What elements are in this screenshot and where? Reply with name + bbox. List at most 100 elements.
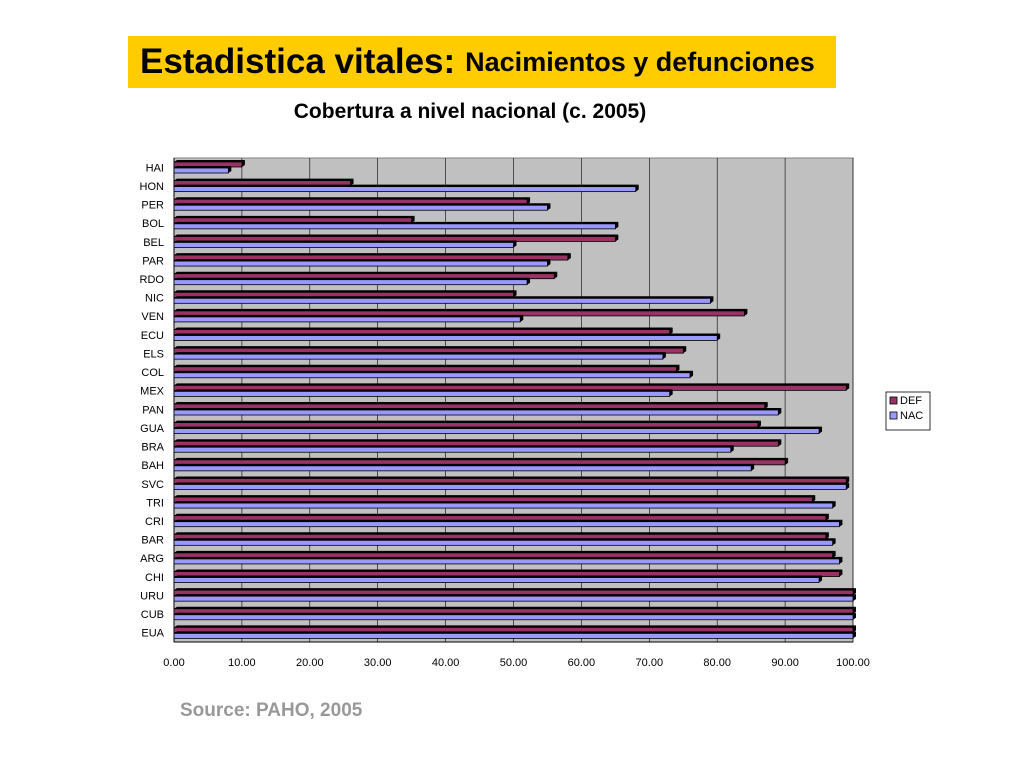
bar-side — [846, 482, 850, 490]
bar-side — [853, 594, 856, 602]
bar-shadow — [174, 463, 755, 466]
bar-nac-cri — [173, 521, 840, 528]
bar-shadow — [174, 234, 619, 237]
bar-nac-bah — [173, 465, 752, 472]
bar-nac-hai — [173, 167, 229, 174]
bar-side — [350, 178, 354, 186]
bar-shadow — [174, 290, 517, 293]
bar-shadow — [174, 253, 571, 256]
bar-shadow — [174, 240, 517, 243]
bar-side — [615, 221, 619, 229]
tick-label: 100.00 — [836, 657, 870, 669]
bar-nac-nic — [173, 297, 711, 304]
bar-nac-svc — [173, 484, 847, 490]
category-label: COL — [141, 367, 164, 379]
bar-shadow — [174, 259, 551, 262]
category-label: HON — [140, 181, 165, 193]
category-label: URU — [140, 590, 164, 602]
bar-shadow — [174, 370, 694, 373]
tick-label: 70.00 — [636, 657, 664, 669]
bar-side — [757, 420, 761, 428]
bar-shadow — [174, 333, 721, 336]
bar-shadow — [174, 550, 836, 553]
bar-side — [839, 556, 843, 564]
tick-label: 90.00 — [771, 657, 799, 669]
category-label: ARG — [140, 553, 164, 565]
bar-shadow — [174, 346, 687, 349]
category-label: ELS — [143, 348, 164, 360]
bar-shadow — [174, 476, 850, 479]
category-label: PER — [141, 200, 164, 212]
bar-shadow — [174, 314, 524, 317]
tick-label: 0.00 — [163, 657, 184, 669]
bar-side — [853, 606, 856, 614]
bar-side — [228, 166, 232, 173]
category-label: EUA — [141, 628, 164, 640]
bar-nac-par — [173, 260, 548, 267]
bar-nac-els — [173, 353, 664, 360]
page-subtitle: Nacimientos y defunciones — [465, 46, 815, 77]
bar-nac-ecu — [173, 335, 718, 341]
bar-shadow — [174, 426, 823, 429]
bar-shadow — [174, 402, 768, 404]
bars — [173, 160, 856, 639]
bar-side — [819, 575, 823, 583]
bar-shadow — [174, 575, 823, 578]
bar-shadow — [174, 538, 836, 541]
bar-shadow — [174, 364, 680, 367]
bar-side — [567, 253, 571, 261]
bar-shadow — [174, 594, 856, 597]
category-label: VEN — [141, 311, 164, 323]
bar-shadow — [174, 439, 782, 442]
source-note: Source: PAHO, 2005 — [180, 700, 363, 721]
bar-side — [853, 612, 856, 620]
bar-side — [520, 314, 524, 322]
legend-label-def: DEF — [900, 395, 922, 407]
bar-shadow — [174, 569, 843, 572]
bar-nac-eua — [173, 632, 854, 639]
bar-shadow — [174, 160, 245, 162]
bar-nac-tri — [173, 502, 834, 509]
category-label: TRI — [146, 497, 164, 509]
bar-side — [846, 383, 850, 391]
bar-shadow — [174, 221, 619, 224]
bar-shadow — [174, 501, 836, 504]
bar-side — [853, 631, 856, 639]
bar-side — [832, 501, 836, 509]
bar-side — [853, 588, 856, 596]
bar-nac-cub — [173, 614, 854, 621]
bar-side — [812, 495, 816, 503]
bar-side — [778, 408, 782, 415]
bar-nac-bra — [173, 446, 732, 453]
bar-nac-per — [173, 204, 548, 211]
bar-shadow — [174, 445, 734, 448]
bar-shadow — [174, 296, 714, 299]
bar-shadow — [174, 513, 829, 516]
bar-nac-chi — [173, 577, 820, 583]
category-labels: HAI HON PER BOL BEL PAR RDO NIC VEN ECU ELS COL MEX P… — [140, 162, 165, 639]
bar-nac-arg — [173, 558, 840, 565]
bar-side — [832, 550, 836, 558]
tick-label: 50.00 — [500, 657, 528, 669]
page-title: Estadistica vitales: — [140, 42, 456, 81]
bar-side — [778, 439, 782, 447]
bar-side — [241, 160, 245, 167]
category-label: ECU — [141, 330, 164, 342]
bar-side — [819, 426, 823, 434]
category-label: NIC — [145, 293, 164, 305]
bar-nac-bel — [173, 242, 514, 248]
bar-shadow — [174, 203, 551, 206]
bar-side — [764, 402, 768, 409]
chart-title: Cobertura a nivel nacional (c. 2005) — [293, 100, 647, 123]
bar-shadow — [174, 197, 531, 200]
bar-shadow — [174, 556, 843, 559]
bar-side — [832, 538, 836, 546]
category-label: GUA — [140, 423, 165, 435]
tick-label: 20.00 — [296, 657, 324, 669]
bar-side — [730, 445, 734, 453]
bar-side — [839, 519, 843, 527]
bar-shadow — [174, 184, 639, 187]
bar-shadow — [174, 327, 673, 330]
bar-shadow — [174, 166, 232, 168]
bar-side — [669, 327, 673, 335]
